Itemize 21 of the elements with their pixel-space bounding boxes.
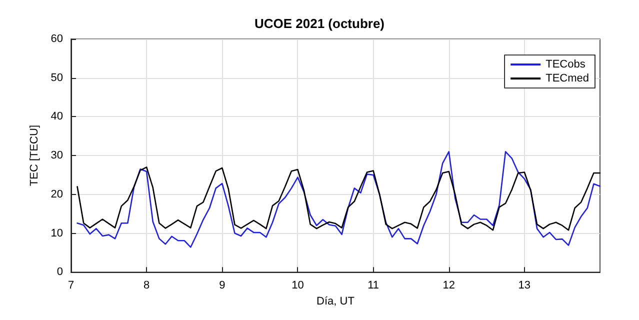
- y-tick-label: 10: [50, 227, 63, 240]
- x-tick-label: 12: [442, 280, 455, 292]
- x-axis-title: Día, UT: [316, 296, 355, 308]
- y-tick-label: 60: [50, 33, 63, 45]
- y-tick-label: 30: [50, 150, 63, 162]
- x-tick-label: 11: [368, 280, 379, 292]
- chart-title: UCOE 2021 (octubre): [254, 16, 385, 31]
- line-series: [76, 151, 601, 248]
- x-tick-label: 8: [144, 280, 150, 292]
- x-tick-label: 13: [518, 280, 531, 292]
- y-tick-label: 40: [50, 110, 63, 123]
- y-axis-title: TEC [TECU]: [28, 124, 40, 186]
- x-tick-label: 10: [292, 280, 304, 292]
- line-series: [76, 166, 601, 231]
- y-tick-label: 0: [56, 266, 63, 278]
- x-tick-label: 9: [219, 280, 226, 292]
- y-tick-label: 20: [50, 188, 63, 200]
- legend-label: TECmed: [546, 72, 590, 84]
- y-tick-label: 50: [50, 72, 63, 84]
- legend-label: TECobs: [546, 58, 586, 70]
- x-tick-label: 7: [68, 280, 74, 292]
